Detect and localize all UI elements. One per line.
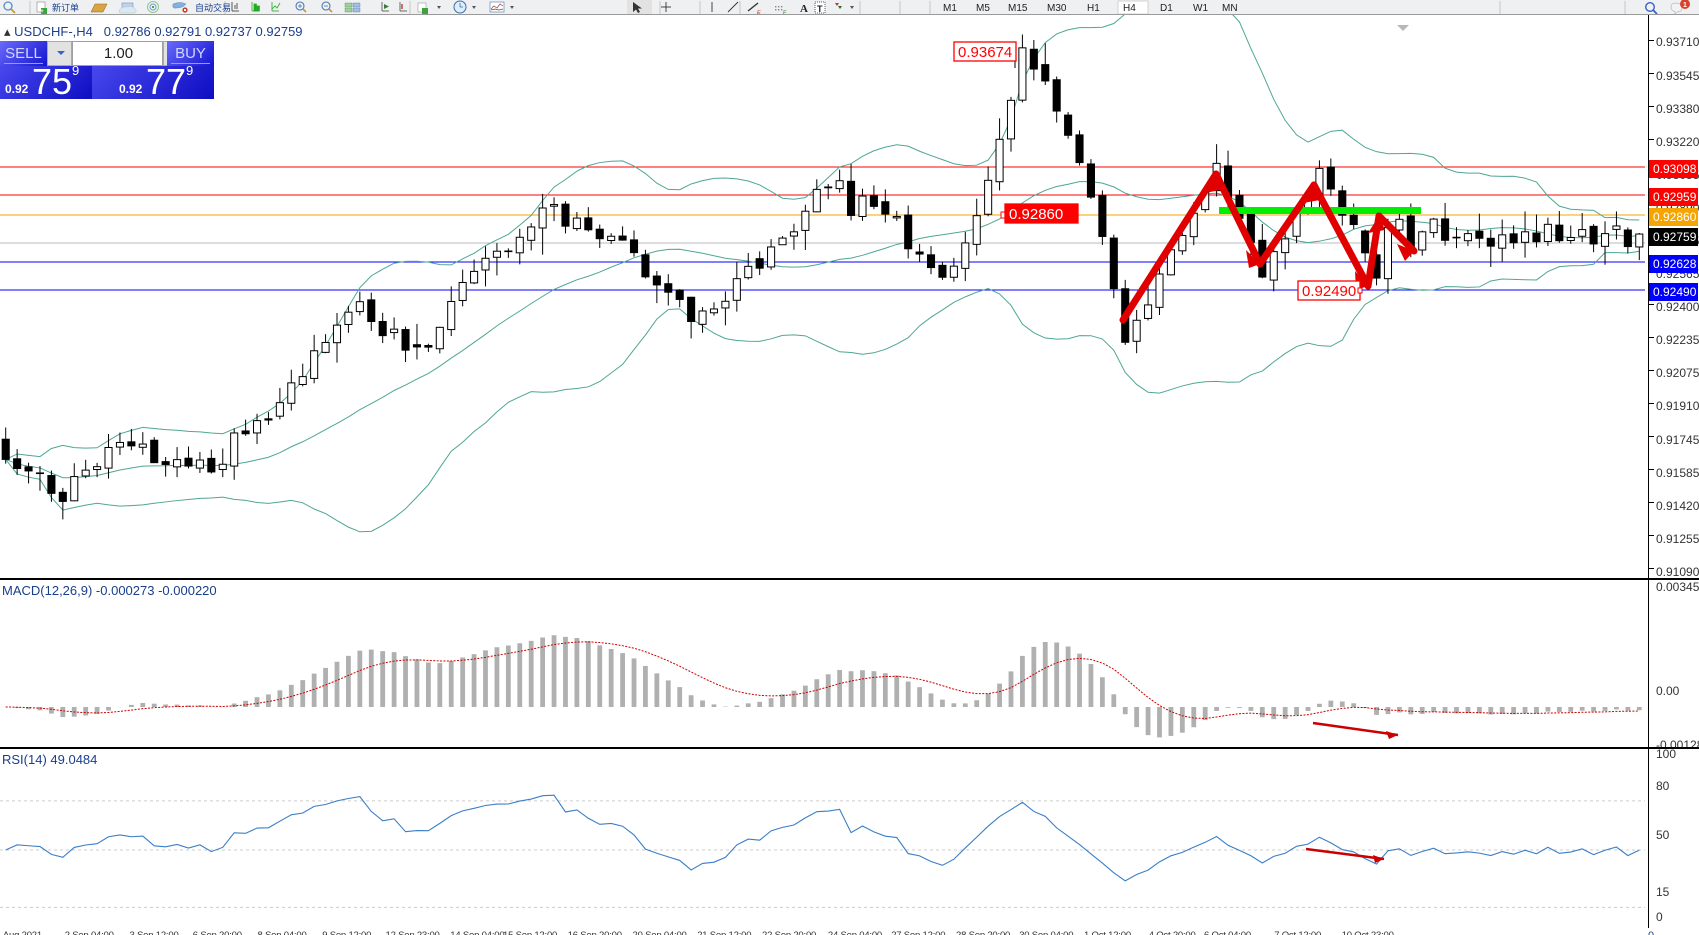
svg-text:0.92490: 0.92490 — [1302, 283, 1356, 300]
svg-text:M30: M30 — [1047, 3, 1067, 14]
svg-text:D1: D1 — [1160, 3, 1173, 14]
svg-text:H1: H1 — [1087, 3, 1100, 14]
svg-text:1: 1 — [1683, 2, 1687, 9]
svg-text:0.92860: 0.92860 — [1009, 206, 1063, 223]
svg-text:M5: M5 — [976, 3, 990, 14]
svg-text:A: A — [800, 3, 808, 15]
svg-text:M15: M15 — [1008, 3, 1028, 14]
svg-text:T: T — [817, 4, 823, 14]
svg-text:H4: H4 — [1123, 3, 1136, 14]
svg-text:自动交易: 自动交易 — [195, 2, 231, 13]
svg-text:0.93674: 0.93674 — [958, 44, 1012, 61]
svg-text:新订单: 新订单 — [52, 2, 79, 13]
svg-text:W1: W1 — [1193, 3, 1208, 14]
svg-text:M1: M1 — [943, 3, 957, 14]
svg-text:MN: MN — [1222, 3, 1238, 14]
